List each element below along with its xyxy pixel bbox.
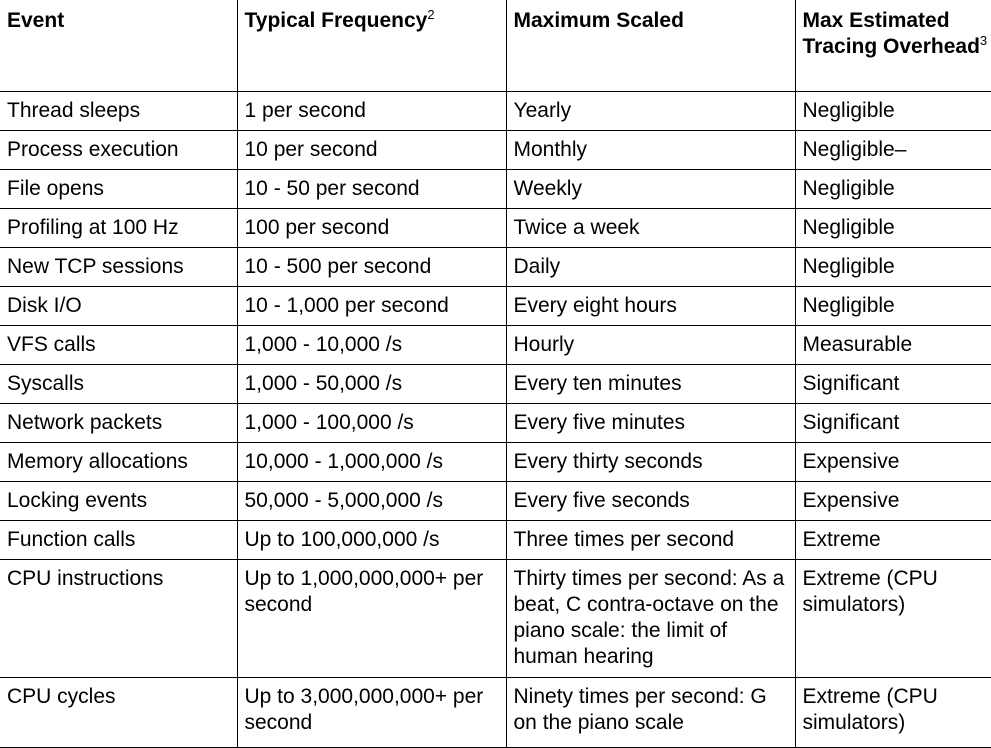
header-event-label: Event <box>7 9 65 32</box>
header-typical-frequency: Typical Frequency2 <box>236 0 507 92</box>
table-row: Thread sleeps 1 per second Yearly Negligibl… <box>0 90 991 131</box>
table-row: CPU instructions Up to 1,000,000,000+ per… <box>0 558 991 678</box>
header-row: Event Typical Frequency2 Maximum Scaled … <box>0 0 991 92</box>
table-row: File opens 10 - 50 per second Weekly Neglig… <box>0 168 991 209</box>
cell-maximum-scaled: Every five seconds <box>505 480 796 521</box>
cell-typical-frequency: 50,000 - 5,000,000 /s <box>236 480 507 521</box>
cell-typical-frequency: Up to 100,000,000 /s <box>236 519 507 560</box>
cell-tracing-overhead: Significant <box>794 402 991 443</box>
cell-maximum-scaled: Every thirty seconds <box>505 441 796 482</box>
cell-tracing-overhead: Negligible <box>794 207 991 248</box>
cell-typical-frequency: 1,000 - 100,000 /s <box>236 402 507 443</box>
cell-tracing-overhead: Expensive <box>794 441 991 482</box>
footnote-3: 3 <box>979 33 988 48</box>
table-row: Function calls Up to 100,000,000 /s Three … <box>0 519 991 560</box>
cell-tracing-overhead: Extreme <box>794 519 991 560</box>
cell-typical-frequency: 10,000 - 1,000,000 /s <box>236 441 507 482</box>
cell-event: Disk I/O <box>0 285 238 326</box>
cell-tracing-overhead: Measurable <box>794 324 991 365</box>
cell-typical-frequency: 100 per second <box>236 207 507 248</box>
cell-event: Network packets <box>0 402 238 443</box>
cell-maximum-scaled: Three times per second <box>505 519 796 560</box>
cell-tracing-overhead: Significant <box>794 363 991 404</box>
table-row: New TCP sessions 10 - 500 per second Daily… <box>0 246 991 287</box>
header-max-overhead-label: Max Estimated Tracing Overhead <box>802 9 980 58</box>
cell-event: Thread sleeps <box>0 90 238 131</box>
cell-maximum-scaled: Every ten minutes <box>505 363 796 404</box>
table-row: Profiling at 100 Hz 100 per second Twice a… <box>0 207 991 248</box>
header-max-overhead: Max Estimated Tracing Overhead3 <box>794 0 991 92</box>
cell-maximum-scaled: Every eight hours <box>505 285 796 326</box>
cell-typical-frequency: 1,000 - 10,000 /s <box>236 324 507 365</box>
table-row: Locking events 50,000 - 5,000,000 /s Every… <box>0 480 991 521</box>
cell-event: VFS calls <box>0 324 238 365</box>
cell-tracing-overhead: Extreme (CPU simulators) <box>794 558 991 678</box>
table-row: Network packets 1,000 - 100,000 /s Every f… <box>0 402 991 443</box>
cell-maximum-scaled: Twice a week <box>505 207 796 248</box>
cell-typical-frequency: 1,000 - 50,000 /s <box>236 363 507 404</box>
cell-maximum-scaled: Hourly <box>505 324 796 365</box>
cell-typical-frequency: Up to 1,000,000,000+ per second <box>236 558 507 678</box>
cell-event: Function calls <box>0 519 238 560</box>
table-row: VFS calls 1,000 - 10,000 /s Hourly Measurab… <box>0 324 991 365</box>
cell-tracing-overhead: Negligible <box>794 246 991 287</box>
cell-typical-frequency: 10 - 50 per second <box>236 168 507 209</box>
cell-typical-frequency: 10 per second <box>236 129 507 170</box>
header-event: Event <box>0 0 238 92</box>
header-maximum-scaled-label: Maximum Scaled <box>513 9 684 32</box>
table-row: Memory allocations 10,000 - 1,000,000 /s E… <box>0 441 991 482</box>
cell-typical-frequency: 1 per second <box>236 90 507 131</box>
cell-event: Profiling at 100 Hz <box>0 207 238 248</box>
cell-typical-frequency: 10 - 1,000 per second <box>236 285 507 326</box>
table-row: CPU cycles Up to 3,000,000,000+ per secon… <box>0 676 991 748</box>
cell-maximum-scaled: Weekly <box>505 168 796 209</box>
cell-event: Memory allocations <box>0 441 238 482</box>
cell-maximum-scaled: Ninety times per second: G on the piano … <box>505 676 796 748</box>
cell-event: New TCP sessions <box>0 246 238 287</box>
cell-maximum-scaled: Monthly <box>505 129 796 170</box>
cell-tracing-overhead: Negligible <box>794 90 991 131</box>
cell-maximum-scaled: Thirty times per second: As a beat, C co… <box>505 558 796 678</box>
cell-event: Locking events <box>0 480 238 521</box>
cell-event: CPU instructions <box>0 558 238 678</box>
cell-typical-frequency: 10 - 500 per second <box>236 246 507 287</box>
cell-event: File opens <box>0 168 238 209</box>
cell-maximum-scaled: Every five minutes <box>505 402 796 443</box>
cell-maximum-scaled: Daily <box>505 246 796 287</box>
header-maximum-scaled: Maximum Scaled <box>505 0 796 92</box>
cell-event: Process execution <box>0 129 238 170</box>
header-typical-frequency-label: Typical Frequency <box>244 9 428 32</box>
cell-tracing-overhead: Expensive <box>794 480 991 521</box>
footnote-2: 2 <box>427 7 435 22</box>
table-row: Process execution 10 per second Monthly Neg… <box>0 129 991 170</box>
cell-typical-frequency: Up to 3,000,000,000+ per second <box>236 676 507 748</box>
cell-event: CPU cycles <box>0 676 238 748</box>
cell-event: Syscalls <box>0 363 238 404</box>
cell-tracing-overhead: Negligible <box>794 168 991 209</box>
cell-tracing-overhead: Negligible <box>794 285 991 326</box>
cell-tracing-overhead: Negligible– <box>794 129 991 170</box>
cell-tracing-overhead: Extreme (CPU simulators) <box>794 676 991 748</box>
table-row: Syscalls 1,000 - 50,000 /s Every ten minut… <box>0 363 991 404</box>
cell-maximum-scaled: Yearly <box>505 90 796 131</box>
table-row: Disk I/O 10 - 1,000 per second Every eight… <box>0 285 991 326</box>
